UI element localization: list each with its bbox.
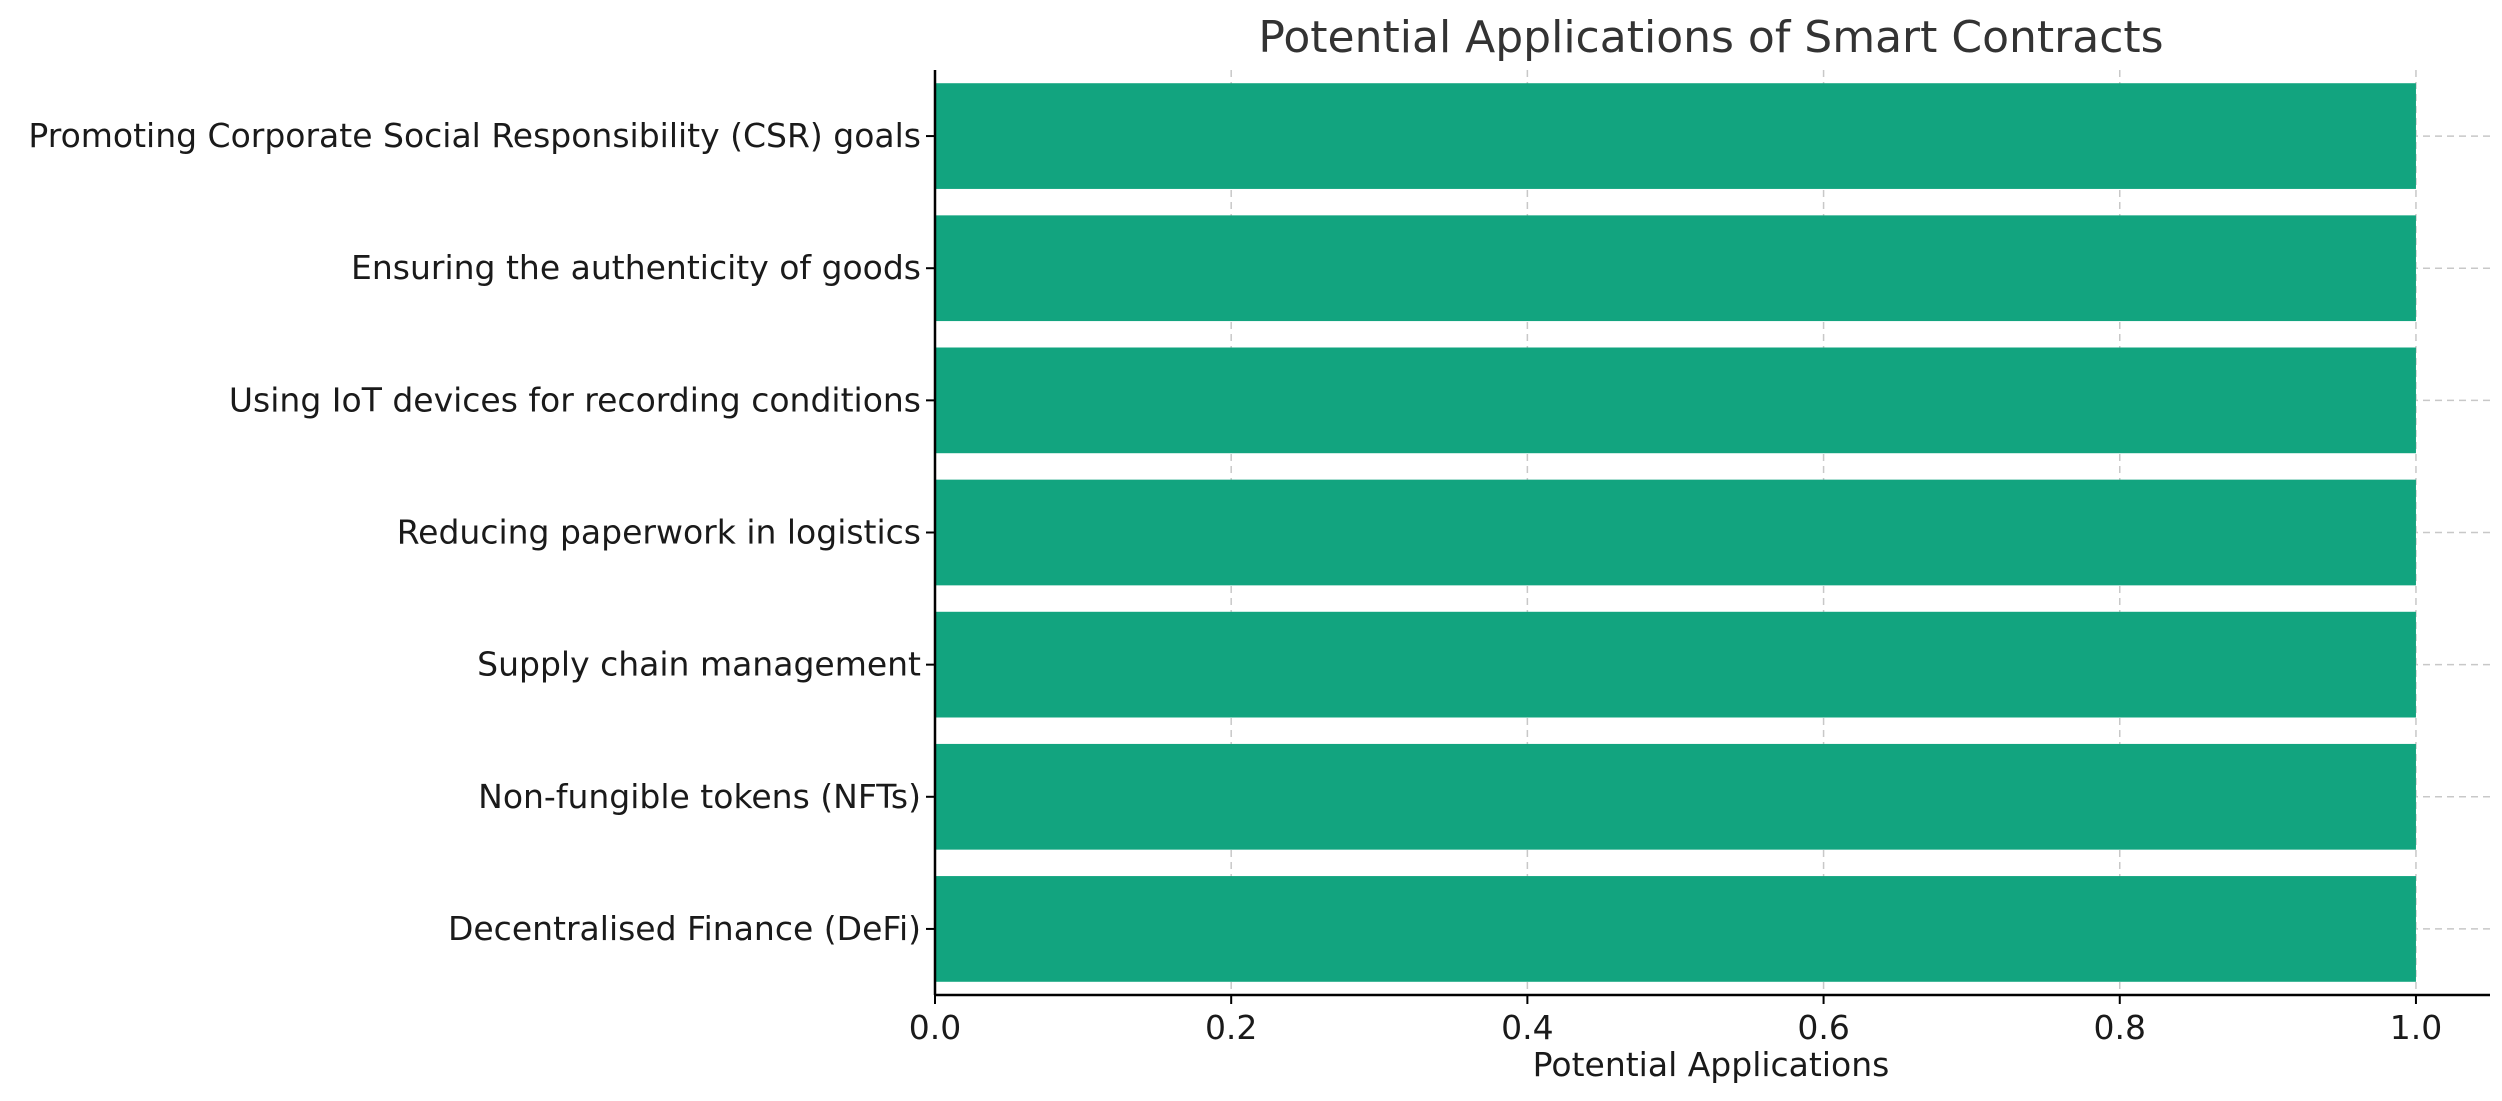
x-tick-label: 0.2 <box>1205 1008 1257 1047</box>
bar <box>935 743 2416 850</box>
bar <box>935 347 2416 454</box>
bars <box>935 83 2416 982</box>
axes <box>926 70 2490 1004</box>
y-tick-label: Ensuring the authenticity of goods <box>351 248 921 287</box>
x-tick-labels: 0.0 0.2 0.4 0.6 0.8 1.0 <box>909 1008 2442 1047</box>
bar <box>935 215 2416 322</box>
y-tick-label: Non-fungible tokens (NFTs) <box>478 777 921 816</box>
bar <box>935 876 2416 982</box>
x-tick-label: 0.4 <box>1501 1008 1553 1047</box>
x-tick-label: 0.6 <box>1797 1008 1849 1047</box>
x-tick-label: 0.8 <box>2094 1008 2146 1047</box>
y-tick-label: Promoting Corporate Social Responsibilit… <box>28 116 921 155</box>
bar <box>935 479 2416 586</box>
bar <box>935 611 2416 718</box>
chart-title: Potential Applications of Smart Contract… <box>1258 12 2163 63</box>
y-tick-label: Decentralised Finance (DeFi) <box>448 909 921 948</box>
x-tick-label: 0.0 <box>909 1008 961 1047</box>
x-axis-label: Potential Applications <box>1533 1045 1890 1084</box>
x-tick-label: 1.0 <box>2390 1008 2442 1047</box>
y-tick-label: Using IoT devices for recording conditio… <box>229 380 921 419</box>
y-tick-labels: Decentralised Finance (DeFi) Non-fungible… <box>28 116 921 948</box>
y-tick-label: Reducing paperwork in logistics <box>397 513 921 552</box>
bar <box>935 83 2416 189</box>
y-tick-label: Supply chain management <box>477 645 921 684</box>
